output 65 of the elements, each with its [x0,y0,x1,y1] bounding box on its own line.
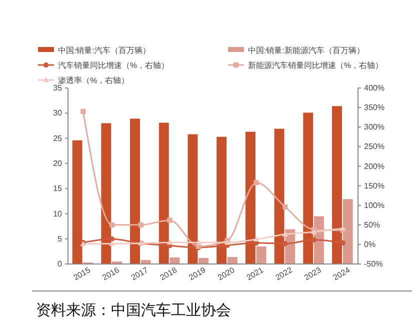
x-tick-label: 2017 [130,265,150,282]
point [311,237,317,242]
x-tick-label: 2018 [158,265,179,282]
y2-tick-label: 50% [364,220,380,230]
point [167,218,172,223]
point [340,240,346,246]
point [138,222,144,228]
x-tick-label: 2016 [100,265,122,282]
point [109,222,115,228]
x-tick-label: 2020 [216,265,237,282]
point [109,236,115,242]
point [196,239,202,245]
y-tick-label: 20 [53,158,63,168]
bar [170,257,180,264]
x-tick-label: 2022 [274,265,294,282]
y2-tick-label: 350% [364,103,384,112]
y2-tick-label: 300% [364,122,384,132]
y2-tick-label: 250% [364,142,384,152]
x-tick-label: 2015 [72,265,92,282]
point [340,225,346,231]
x-tick-label: 2019 [187,265,208,282]
y-tick-label: 35 [53,84,63,93]
point [282,204,288,210]
point [253,236,260,242]
bar [216,136,227,264]
y-tick-label: 0 [58,260,63,269]
x-tick-label: 2024 [332,265,352,282]
y-tick-label: 25 [53,134,63,143]
point [254,180,259,186]
y2-tick-label: 200% [364,162,384,171]
x-tick-label: 2023 [302,265,324,282]
point [282,241,288,246]
y2-tick-label: 100% [364,200,384,210]
y-tick-label: 5 [58,234,63,244]
bar [198,258,209,264]
bar [245,132,256,264]
y2-tick-label: 400% [364,84,384,93]
x-tick-label: 2021 [245,265,266,282]
bar [274,128,284,264]
legend-label: 渗透率（%，右轴） [58,76,130,85]
bar [158,122,169,264]
bar [332,106,342,264]
point [109,240,116,246]
point [282,231,288,236]
y-tick-label: 15 [53,184,63,194]
y2-tick-label: 0% [364,240,376,250]
legend-label: 中国:销量:新能源汽车（百万辆） [248,46,364,55]
legend-label: 汽车销量同比增速（%，右轴） [58,61,170,70]
legend-label: 新能源汽车销量同比增速（%，右轴） [248,61,384,70]
y2-tick-label: -50% [364,260,383,269]
bar [342,199,353,264]
y-tick-label: 30 [53,108,63,118]
point [166,239,173,245]
bar [188,134,198,264]
bar [72,140,82,264]
bar [303,112,314,264]
legend-label: 中国:销量:汽车（百万辆） [58,46,150,55]
text: 资料来源：中国汽车工业协会 [36,301,231,319]
y2-tick-label: 150% [364,181,384,190]
y-tick-label: 10 [53,209,63,218]
bar [101,123,112,264]
bar [256,246,266,264]
bar [227,256,238,264]
bar [130,118,140,264]
point [80,108,86,114]
